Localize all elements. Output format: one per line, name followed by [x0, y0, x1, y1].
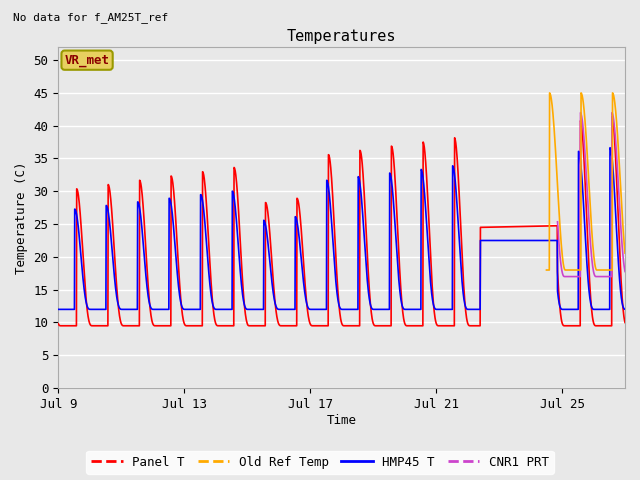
Legend: Panel T, Old Ref Temp, HMP45 T, CNR1 PRT: Panel T, Old Ref Temp, HMP45 T, CNR1 PRT [86, 451, 554, 474]
Text: VR_met: VR_met [65, 54, 109, 67]
Title: Temperatures: Temperatures [287, 29, 396, 44]
Y-axis label: Temperature (C): Temperature (C) [15, 161, 28, 274]
X-axis label: Time: Time [326, 414, 356, 427]
Text: No data for f_AM25T_ref: No data for f_AM25T_ref [13, 12, 168, 23]
